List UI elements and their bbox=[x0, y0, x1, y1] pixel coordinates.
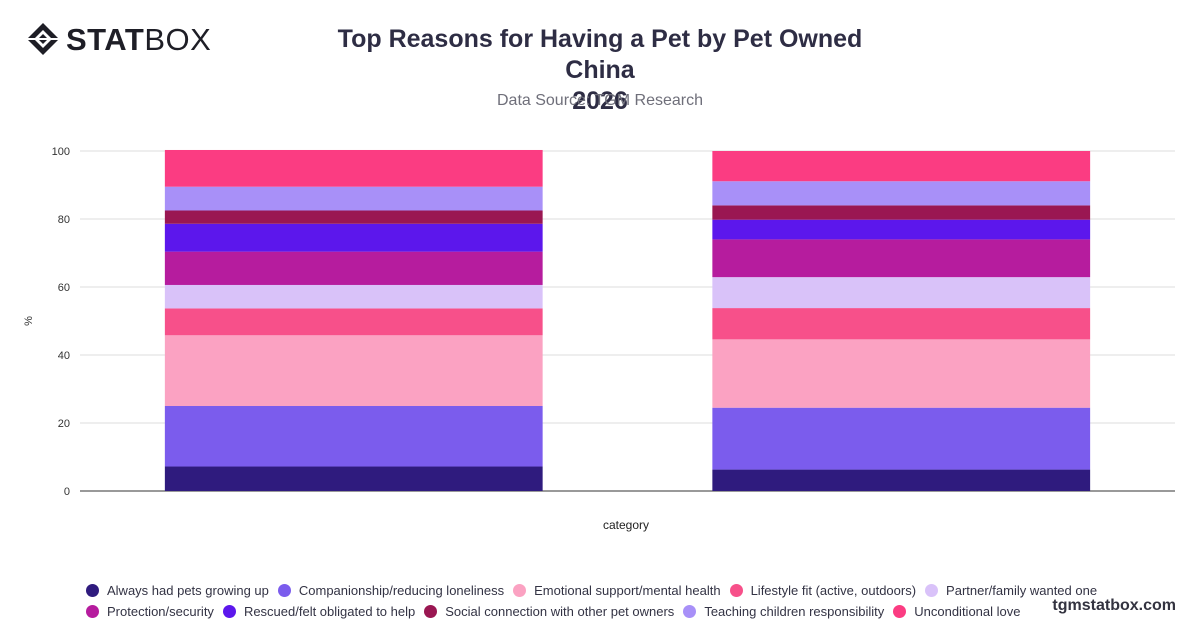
bar-segment bbox=[712, 205, 1091, 220]
legend-item[interactable]: Partner/family wanted one bbox=[925, 583, 1097, 598]
legend-item[interactable]: Teaching children responsibility bbox=[683, 604, 884, 619]
legend-label: Emotional support/mental health bbox=[534, 583, 721, 598]
bar-segment bbox=[164, 308, 543, 336]
chart-legend: Always had pets growing up Companionship/… bbox=[86, 580, 1136, 622]
legend-swatch bbox=[424, 605, 438, 618]
bar-segment bbox=[164, 335, 543, 406]
legend-label: Rescued/felt obligated to help bbox=[243, 604, 416, 619]
y-tick-label: 60 bbox=[58, 282, 70, 294]
legend-label: Always had pets growing up bbox=[107, 583, 269, 598]
chart-title-line2: 2026 bbox=[572, 87, 628, 115]
legend-item[interactable]: Rescued/felt obligated to help bbox=[222, 604, 416, 619]
y-tick-label: 100 bbox=[52, 146, 70, 158]
bar-segment bbox=[712, 469, 1091, 491]
legend-item[interactable]: Unconditional love bbox=[893, 604, 1020, 619]
bar-segment bbox=[164, 284, 543, 309]
chart-subtitle: Data Source: TGM Research bbox=[496, 92, 703, 109]
legend-label: Partner/family wanted one bbox=[946, 583, 1098, 598]
legend-swatch bbox=[277, 584, 291, 597]
bar-segment bbox=[164, 149, 543, 187]
bar-segment bbox=[712, 339, 1091, 408]
y-tick-label: 20 bbox=[58, 418, 70, 430]
legend-item[interactable]: Social connection with other pet owners bbox=[424, 604, 674, 619]
logo-wordmark: STATBOX bbox=[66, 21, 212, 57]
legend-label: Companionship/reducing loneliness bbox=[298, 583, 505, 598]
bar-segment bbox=[164, 406, 543, 467]
legend-item[interactable]: Emotional support/mental health bbox=[513, 583, 721, 598]
bar-segment bbox=[164, 223, 543, 252]
y-axis-label: % bbox=[23, 316, 35, 326]
chart-title: Top Reasons for Having a Pet by Pet Owne… bbox=[300, 24, 900, 117]
y-tick-label: 80 bbox=[58, 214, 70, 226]
y-tick-label: 40 bbox=[58, 350, 70, 362]
legend-label: Lifestyle fit (active, outdoors) bbox=[750, 583, 917, 598]
y-tick-label: 0 bbox=[64, 486, 70, 498]
legend-label: Teaching children responsibility bbox=[704, 604, 885, 619]
legend-item[interactable]: Always had pets growing up bbox=[86, 583, 269, 598]
statbox-diamond-icon bbox=[27, 23, 59, 55]
bar-segment bbox=[164, 251, 543, 285]
watermark: tgmstatbox.com bbox=[1052, 597, 1176, 614]
legend-label: Protection/security bbox=[107, 604, 214, 619]
chart-title-line1: Top Reasons for Having a Pet by Pet Owne… bbox=[337, 25, 863, 84]
bar-segment bbox=[712, 219, 1091, 240]
legend-swatch bbox=[86, 605, 99, 618]
bar-segment bbox=[164, 186, 543, 211]
bar-segment bbox=[712, 181, 1091, 206]
legend-swatch bbox=[86, 584, 99, 597]
legend-item[interactable]: Protection/security bbox=[86, 604, 214, 619]
legend-swatch bbox=[513, 584, 527, 597]
bar-segment bbox=[712, 151, 1091, 182]
legend-row: Always had pets growing up Companionship/… bbox=[86, 580, 1136, 601]
stacked-bar-chart: 0 20 40 60 80 100% category bbox=[23, 146, 1175, 532]
x-axis-label: category bbox=[603, 518, 649, 532]
legend-item[interactable]: Companionship/reducing loneliness bbox=[277, 583, 505, 598]
legend-row: Protection/security Rescued/felt obligate… bbox=[86, 601, 1136, 622]
legend-swatch bbox=[729, 584, 743, 597]
bar-segment bbox=[712, 308, 1091, 340]
legend-item[interactable]: Lifestyle fit (active, outdoors) bbox=[729, 583, 917, 598]
legend-label: Social connection with other pet owners bbox=[445, 604, 675, 619]
bar-segment bbox=[712, 407, 1091, 470]
statbox-logo: STATBOX bbox=[26, 22, 211, 56]
legend-swatch bbox=[222, 605, 236, 618]
legend-swatch bbox=[925, 584, 939, 597]
bar-segment bbox=[164, 210, 543, 224]
bar-segment bbox=[712, 239, 1091, 278]
legend-swatch bbox=[893, 605, 907, 618]
legend-swatch bbox=[683, 605, 697, 618]
bar-segment bbox=[712, 277, 1091, 309]
bar-segment bbox=[164, 466, 543, 491]
legend-label: Unconditional love bbox=[914, 604, 1021, 619]
